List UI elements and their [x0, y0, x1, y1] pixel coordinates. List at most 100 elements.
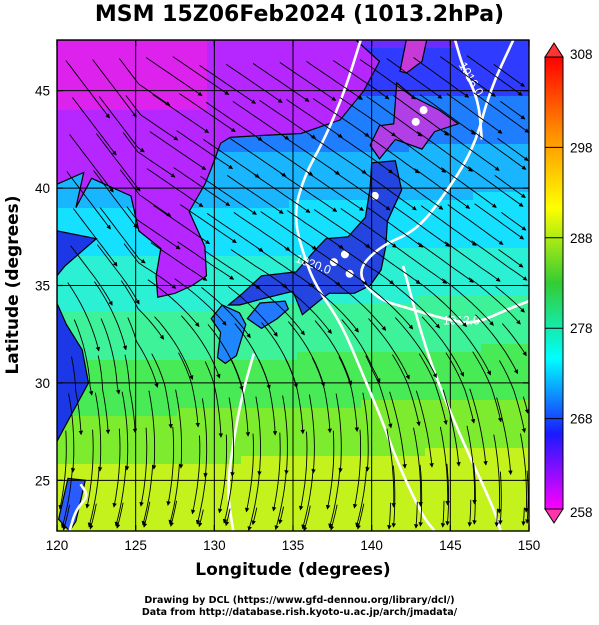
streamline [247, 470, 261, 531]
streamline [525, 470, 529, 524]
streamline [98, 96, 145, 153]
streamline [334, 282, 387, 331]
streamline [207, 324, 244, 391]
streamline [387, 502, 392, 530]
streamline [500, 101, 526, 120]
streamline [278, 506, 285, 525]
colorbar-bottom-arrow [544, 508, 564, 524]
streamline [145, 57, 203, 97]
streamline [99, 207, 146, 264]
streamline [472, 462, 477, 525]
streamline [475, 314, 519, 375]
streamline [355, 466, 368, 528]
streamline [413, 427, 423, 507]
streamline [447, 204, 504, 245]
streamline [92, 59, 137, 118]
streamline [94, 392, 103, 472]
y-axis-label: Latitude (degrees) [3, 195, 23, 374]
streamline [281, 284, 332, 334]
streamline [338, 356, 360, 433]
streamline [199, 64, 257, 104]
streamline [413, 57, 470, 98]
streamline [179, 93, 236, 133]
streamline [284, 247, 341, 287]
streamline [325, 430, 335, 510]
hokkaido-land-coast [369, 81, 460, 160]
streamline [286, 99, 343, 138]
streamline [386, 58, 443, 99]
streamline [282, 395, 289, 475]
isobar-1016 [453, 40, 484, 140]
streamline [340, 208, 397, 248]
streamline [415, 390, 434, 468]
streamline [150, 242, 208, 281]
streamline [333, 60, 390, 100]
streamline [389, 391, 407, 469]
colorbar-tick-label: 278 [570, 321, 593, 336]
streamline [466, 55, 523, 96]
streamline [467, 499, 473, 527]
streamline [120, 280, 165, 340]
streamline [361, 281, 414, 330]
wind-streamlines [58, 55, 529, 531]
streamline [298, 431, 308, 511]
streamline [496, 397, 513, 476]
china-coast-land [57, 230, 97, 442]
streamline [280, 173, 338, 212]
streamline [203, 139, 260, 178]
streamline [271, 432, 281, 512]
streamline [308, 283, 359, 333]
x-tick-label: 120 [46, 538, 69, 553]
streamline [68, 393, 76, 473]
x-axis-label: Longitude (degrees) [195, 560, 390, 580]
streamline [65, 60, 110, 119]
streamline [112, 428, 121, 508]
streamline [443, 130, 500, 171]
streamline [501, 323, 527, 357]
streamline [339, 97, 397, 137]
colorbar-tick-label: 258 [570, 505, 593, 520]
streamline [141, 464, 154, 526]
streamline [307, 172, 364, 211]
isobar-segment [68, 483, 88, 531]
streamline [252, 63, 310, 102]
streamline [60, 467, 73, 529]
streamline [352, 429, 362, 509]
y-tick-label: 45 [35, 84, 50, 99]
streamline [100, 318, 121, 395]
x-tick-label: 135 [282, 538, 305, 553]
streamline [415, 279, 467, 328]
streamline [445, 352, 476, 424]
streamline [259, 100, 317, 139]
cold-spot [419, 106, 428, 115]
streamline [71, 356, 84, 436]
streamline [440, 167, 497, 208]
streamline [96, 244, 140, 305]
streamline [232, 101, 290, 140]
streamline [114, 465, 127, 527]
china-coast-land-coast [57, 230, 98, 442]
streamline [337, 245, 395, 285]
streamline [390, 132, 447, 173]
streamline [231, 360, 251, 437]
streamline [206, 213, 264, 252]
streamline [442, 389, 461, 467]
streamline [420, 205, 477, 246]
streamline [123, 243, 177, 289]
credit-drawing: Drawing by DCL (https://www.gfd-dennou.o… [144, 595, 455, 606]
sakhalin-land-coast [399, 40, 428, 74]
streamline [473, 92, 529, 133]
streamline [495, 286, 525, 313]
streamline [493, 434, 502, 514]
streamline [95, 133, 141, 192]
streamline [85, 429, 94, 509]
streamline [204, 361, 224, 438]
streamline [139, 427, 148, 507]
streamline [124, 354, 138, 434]
streamline [229, 138, 287, 177]
isobar-segment [401, 265, 502, 531]
streamline [258, 359, 278, 436]
streamline [244, 433, 254, 513]
honshu-land-coast [226, 160, 403, 316]
